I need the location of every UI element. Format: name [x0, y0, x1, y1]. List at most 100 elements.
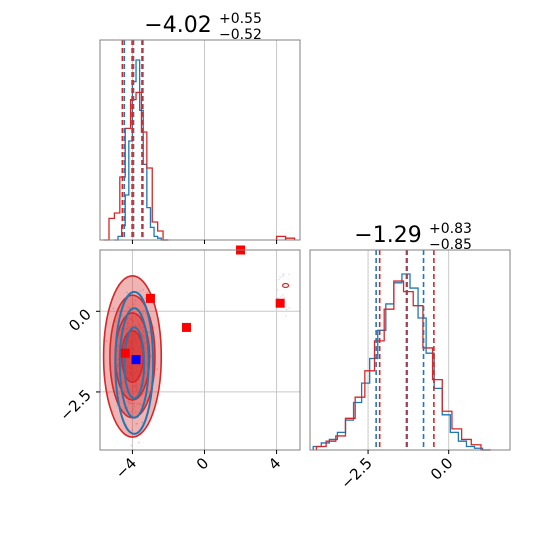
- scatter-point: [138, 322, 140, 325]
- scatter-point: [288, 307, 291, 309]
- scatter-point: [276, 297, 279, 300]
- scatter-point: [136, 388, 138, 390]
- scatter-point: [130, 444, 133, 447]
- scatter-point: [136, 402, 138, 405]
- right-title-value: −1.29: [354, 223, 421, 248]
- scatter-point: [130, 402, 133, 404]
- scatter-point: [146, 399, 148, 402]
- top-hist-frame: [99, 39, 301, 241]
- scatter-point: [138, 324, 141, 326]
- top-title-value: −4.02: [144, 13, 211, 38]
- scatter-point: [114, 320, 117, 323]
- scatter-point: [146, 291, 148, 294]
- scatter-point: [117, 358, 119, 360]
- joint-x-tick-label: 4: [265, 454, 284, 473]
- scatter-point: [139, 383, 141, 386]
- scatter-point: [279, 276, 281, 278]
- scatter-point: [156, 368, 158, 370]
- scatter-point: [118, 397, 121, 399]
- right-title-plus: +0.83: [429, 221, 472, 237]
- scatter-point: [139, 403, 142, 405]
- scatter-point: [126, 318, 129, 321]
- scatter-point: [133, 385, 136, 388]
- scatter-point: [122, 382, 124, 384]
- scatter-point: [142, 289, 145, 291]
- top-series-group: [103, 40, 296, 241]
- scatter-point: [152, 326, 155, 329]
- scatter-point: [118, 392, 120, 395]
- right-hist-frame: [309, 249, 511, 451]
- scatter-point: [112, 307, 115, 310]
- scatter-point: [135, 382, 137, 384]
- scatter-point: [131, 429, 133, 431]
- scatter-point: [125, 328, 128, 330]
- scatter-point: [122, 391, 125, 393]
- scatter-point: [133, 405, 136, 408]
- scatter-point: [123, 380, 126, 383]
- scatter-point: [132, 320, 135, 323]
- scatter-point: [144, 346, 147, 349]
- scatter-point: [142, 312, 144, 315]
- scatter-point: [126, 298, 128, 300]
- joint-x-tick-label: −4: [112, 454, 140, 482]
- scatter-point: [135, 384, 138, 386]
- blue-marker: [131, 355, 141, 365]
- joint-frame: [99, 249, 301, 451]
- scatter-point: [135, 324, 137, 327]
- scatter-point: [145, 312, 147, 315]
- scatter-point: [133, 303, 135, 306]
- outlier-contour: [281, 282, 290, 289]
- scatter-point: [123, 328, 126, 330]
- right-histogram-red: [315, 280, 491, 451]
- scatter-point: [142, 385, 145, 387]
- scatter-point: [116, 404, 118, 407]
- scatter-point: [137, 441, 140, 444]
- right-x-tick-label: 0.0: [427, 454, 457, 484]
- scatter-point: [105, 340, 108, 342]
- scatter-point: [118, 310, 121, 313]
- scatter-point: [117, 373, 119, 375]
- scatter-point: [276, 289, 279, 291]
- scatter-point: [128, 403, 131, 405]
- scatter-point: [134, 384, 136, 387]
- right-histogram-blue: [312, 273, 491, 451]
- blue-contour: [123, 326, 146, 400]
- scatter-point: [127, 323, 129, 325]
- scatter-point: [144, 372, 147, 374]
- scatter-point: [121, 314, 123, 317]
- scatter-point: [146, 364, 148, 366]
- right-x-tick-label: −2.5: [337, 454, 375, 492]
- scatter-point: [282, 294, 284, 296]
- scatter-point: [140, 333, 143, 335]
- scatter-point: [139, 327, 142, 329]
- right-series-group: [312, 250, 491, 451]
- scatter-point: [142, 326, 144, 329]
- red-marker: [275, 298, 285, 308]
- scatter-point: [150, 354, 153, 357]
- scatter-point: [132, 385, 135, 388]
- scatter-point: [129, 307, 131, 309]
- scatter-point: [283, 296, 285, 299]
- scatter-point: [148, 331, 150, 333]
- top-histogram-tail: [284, 237, 296, 240]
- scatter-point: [116, 350, 118, 352]
- scatter-point: [147, 391, 149, 393]
- scatter-point: [138, 403, 141, 405]
- scatter-point: [117, 345, 119, 348]
- scatter-point: [142, 330, 145, 332]
- scatter-point: [127, 401, 130, 403]
- scatter-point: [116, 364, 119, 367]
- scatter-point: [136, 389, 138, 391]
- scatter-point: [150, 382, 153, 384]
- scatter-point: [288, 273, 290, 276]
- right-title-minus: −0.85: [429, 237, 472, 253]
- joint-y-tick-label: 0.0: [65, 305, 95, 335]
- scatter-point: [135, 329, 137, 331]
- scatter-point: [136, 422, 138, 425]
- top-title-plus: +0.55: [219, 11, 262, 27]
- scatter-point: [126, 291, 128, 294]
- top-histogram-red: [103, 91, 169, 241]
- scatter-point: [129, 317, 132, 320]
- scatter-point: [280, 295, 282, 298]
